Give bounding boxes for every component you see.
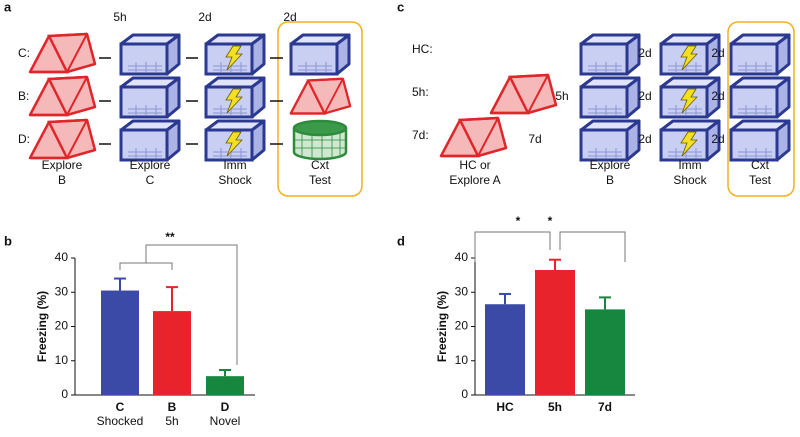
y-tick-label: 10 (455, 353, 469, 367)
y-tick-label: 10 (55, 353, 69, 367)
stage-label: Explore A (449, 173, 500, 187)
stage-label: C (146, 173, 155, 187)
stage-label: HC or (459, 158, 490, 172)
test-box (277, 21, 363, 197)
cube-icon (729, 33, 791, 76)
stage-label: Explore (42, 158, 83, 172)
cube-icon (579, 33, 641, 76)
stage-label: Imm (678, 158, 701, 172)
x-tick-sublabel: Novel (210, 414, 241, 428)
interval-label: 2d (283, 10, 296, 24)
bar (206, 376, 244, 395)
y-tick-label: 0 (461, 387, 468, 401)
significance-label: * (548, 214, 553, 228)
prism-icon (28, 32, 97, 74)
x-tick-label: 7d (598, 400, 612, 414)
cube-icon (579, 119, 641, 162)
bar (585, 309, 625, 395)
shock-icon (661, 121, 719, 160)
bar (535, 269, 575, 395)
panel-label: b (4, 233, 12, 248)
bar (153, 311, 191, 395)
prism-icon (439, 116, 508, 158)
shock-icon (206, 78, 264, 117)
row-label: C: (18, 46, 30, 60)
prism-icon (489, 73, 558, 115)
cube-icon (119, 76, 181, 119)
y-tick-label: 40 (455, 250, 469, 264)
stage-label: B (606, 173, 614, 187)
bar (485, 304, 525, 395)
delay-label: 5h (555, 89, 568, 103)
test-box (727, 21, 795, 197)
cube-icon (579, 76, 641, 119)
y-tick-label: 30 (55, 284, 69, 298)
prism-icon (289, 77, 352, 115)
stage-label: Cxt (311, 158, 330, 172)
x-tick-sublabel: Shocked (97, 414, 144, 428)
row-label: B: (18, 89, 29, 103)
shock-icon (661, 78, 719, 117)
shock-icon (206, 121, 264, 160)
x-tick-sublabel: 5h (165, 414, 178, 428)
significance-label: * (516, 214, 521, 228)
y-tick-label: 20 (455, 319, 469, 333)
cube-icon (119, 119, 181, 162)
panel-label: c (397, 0, 404, 14)
interval-label: 2d (638, 46, 651, 60)
y-tick-label: 30 (455, 284, 469, 298)
significance-label: ** (165, 230, 175, 244)
prism-icon (28, 75, 97, 117)
panel-label: a (4, 0, 12, 14)
y-tick-label: 40 (55, 250, 69, 264)
interval-label: 2d (711, 46, 724, 60)
prism-icon (28, 118, 97, 160)
interval-label: 2d (638, 89, 651, 103)
interval-label: 2d (638, 132, 651, 146)
x-tick-label: C (116, 400, 125, 414)
y-axis-label: Freezing (%) (35, 291, 49, 362)
stage-label: Shock (218, 173, 252, 187)
interval-label: 2d (198, 10, 211, 24)
row-label: 5h: (412, 85, 429, 99)
stage-label: Imm (223, 158, 246, 172)
stage-label: B (58, 173, 66, 187)
stage-label: Explore (130, 158, 171, 172)
y-axis-label: Freezing (%) (435, 291, 449, 362)
delay-label: 7d (528, 132, 541, 146)
stage-label: Test (309, 173, 332, 187)
x-tick-label: D (221, 400, 230, 414)
x-tick-label: 5h (548, 400, 562, 414)
stage-label: Test (749, 173, 772, 187)
interval-label: 5h (113, 10, 126, 24)
row-label: HC: (412, 42, 433, 56)
row-label: D: (18, 132, 30, 146)
x-tick-label: B (168, 400, 177, 414)
y-tick-label: 0 (61, 387, 68, 401)
bar (101, 290, 139, 395)
cube-icon (119, 33, 181, 76)
significance-bracket (145, 244, 238, 365)
row-label: 7d: (412, 128, 429, 142)
stage-label: Shock (673, 173, 707, 187)
shock-icon (661, 35, 719, 74)
x-tick-label: HC (496, 400, 514, 414)
stage-label: Explore (590, 158, 631, 172)
cube-icon (729, 76, 791, 119)
interval-label: 2d (711, 89, 724, 103)
panel-label: d (397, 233, 405, 248)
shock-icon (206, 35, 264, 74)
cube-icon (729, 119, 791, 162)
cyl-icon (292, 119, 348, 161)
significance-bracket (474, 231, 551, 262)
cube-icon (289, 33, 351, 76)
significance-bracket (559, 231, 626, 262)
significance-bracket (119, 262, 173, 270)
stage-label: Cxt (751, 158, 770, 172)
y-tick-label: 20 (55, 319, 69, 333)
interval-label: 2d (711, 132, 724, 146)
